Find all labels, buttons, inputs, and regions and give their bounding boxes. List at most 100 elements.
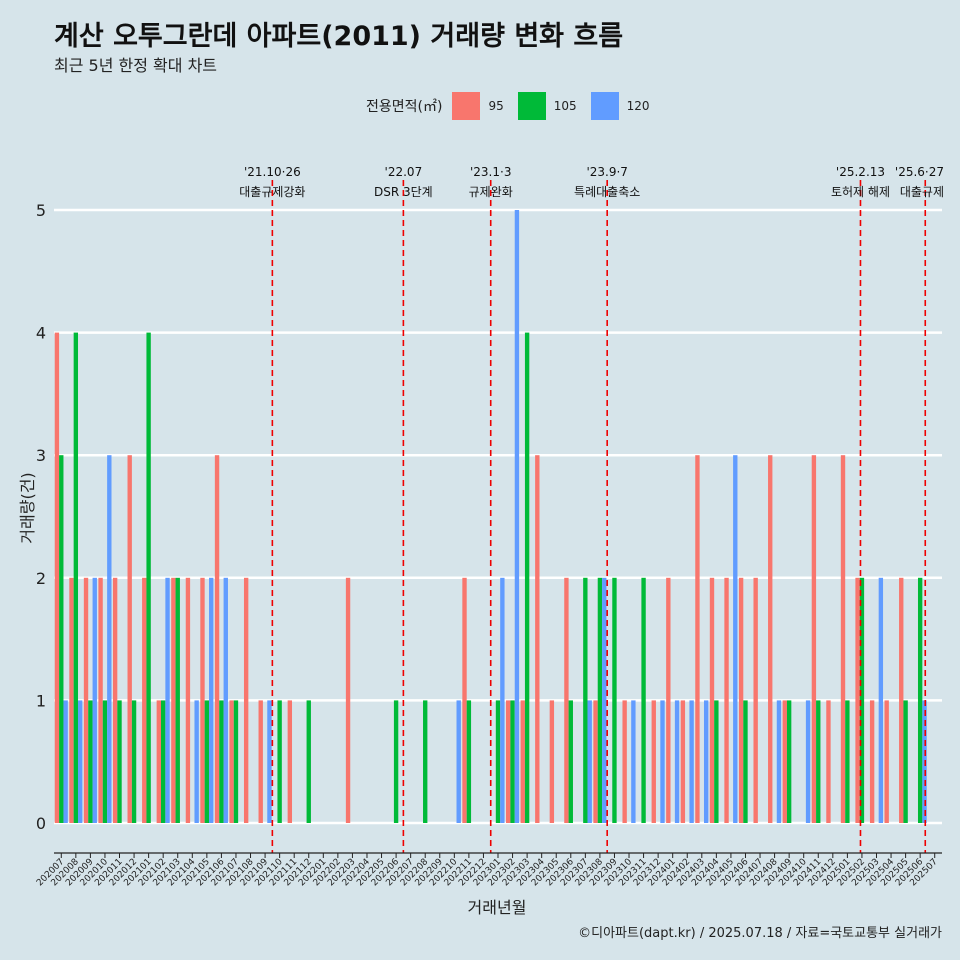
bar-202411-105 xyxy=(816,700,821,823)
legend: 전용면적(㎡) 95 105 120 xyxy=(366,92,664,120)
y-tick-label: 2 xyxy=(36,569,46,588)
bar-202402-95 xyxy=(680,700,686,823)
bar-202011-95 xyxy=(112,577,118,823)
bar-202110-105 xyxy=(277,700,282,823)
bar-202307-120 xyxy=(587,700,592,823)
bar-202107-105 xyxy=(233,700,239,823)
bar-202302-95 xyxy=(506,700,511,823)
bar-202106-120 xyxy=(223,577,228,823)
bar-202308-105 xyxy=(597,577,603,823)
bar-202501-105 xyxy=(845,700,850,823)
ref-date-1: '22.07 xyxy=(385,165,423,179)
bar-202306-105 xyxy=(568,700,573,823)
bar-202105-105 xyxy=(204,700,210,823)
ref-label-5: 대출규제 xyxy=(900,185,944,199)
bar-202410-120 xyxy=(805,700,811,823)
bar-202106-95 xyxy=(214,455,220,823)
chart-subtitle: 최근 5년 한정 확대 차트 xyxy=(54,56,218,75)
bar-202008-105 xyxy=(73,332,79,823)
bar-202401-95 xyxy=(666,577,671,823)
chart-title: 계산 오투그란데 아파트(2011) 거래량 변화 흐름 xyxy=(54,21,624,52)
bar-202101-105 xyxy=(146,332,151,823)
legend-label-105: 105 xyxy=(553,99,577,113)
ref-label-0: 대출규제강화 xyxy=(239,185,305,199)
bar-202103-95 xyxy=(171,577,176,823)
bar-202101-95 xyxy=(142,577,147,823)
bar-202305-95 xyxy=(549,700,555,823)
bar-202112-105 xyxy=(306,700,311,823)
bar-202210-120 xyxy=(456,700,461,823)
bar-202208-105 xyxy=(423,700,428,823)
bar-202108-95 xyxy=(243,577,249,823)
bar-202301-105 xyxy=(495,700,501,823)
bar-202102-105 xyxy=(160,700,166,823)
y-axis-label: 거래량(건) xyxy=(18,472,37,543)
bar-202310-95 xyxy=(622,700,627,823)
bar-202505-105 xyxy=(903,700,908,823)
bar-202302-120 xyxy=(514,210,520,823)
bar-202503-120 xyxy=(878,577,884,823)
bar-202308-95 xyxy=(593,700,598,823)
ref-date-4: '25.2.13 xyxy=(836,165,885,179)
ref-date-2: '23.1·3 xyxy=(470,165,511,179)
bar-202306-95 xyxy=(564,577,569,823)
bar-202405-120 xyxy=(733,455,738,823)
bar-202102-95 xyxy=(156,700,161,823)
y-tick-label: 1 xyxy=(36,691,46,710)
source-caption: ©디아파트(dapt.kr) / 2025.07.18 / 자료=국토교통부 실… xyxy=(578,926,942,941)
bar-202010-120 xyxy=(107,455,112,823)
bar-202012-95 xyxy=(127,455,132,823)
bar-202411-95 xyxy=(811,455,817,823)
y-tick-label: 5 xyxy=(36,201,46,220)
bar-202206-105 xyxy=(393,700,399,823)
bar-202307-105 xyxy=(583,577,588,823)
bar-202104-95 xyxy=(185,577,191,823)
y-tick-label: 4 xyxy=(36,324,46,343)
bar-202007-120 xyxy=(63,700,68,823)
bar-202008-120 xyxy=(78,700,83,823)
legend-item-105: 105 xyxy=(517,92,583,120)
bar-202012-105 xyxy=(131,700,137,823)
bar-202308-120 xyxy=(602,577,607,823)
bar-202506-105 xyxy=(917,577,923,823)
bar-202409-95 xyxy=(782,700,787,823)
bar-202105-95 xyxy=(200,577,205,823)
bar-202102-120 xyxy=(165,577,170,823)
bar-202011-105 xyxy=(117,700,122,823)
bar-202211-95 xyxy=(462,577,467,823)
bar-202401-120 xyxy=(674,700,680,823)
bar-202408-95 xyxy=(768,455,773,823)
bar-202007-95 xyxy=(54,332,60,823)
bar-202504-95 xyxy=(884,700,889,823)
bar-202009-105 xyxy=(88,700,93,823)
bar-202405-95 xyxy=(724,577,729,823)
bar-202311-105 xyxy=(641,577,646,823)
ref-label-2: 규제완화 xyxy=(469,185,513,199)
ref-label-4: 토허제 해제 xyxy=(831,185,890,199)
bar-202009-95 xyxy=(83,577,89,823)
bar-202107-95 xyxy=(229,700,234,823)
bar-202105-120 xyxy=(209,577,214,823)
bar-202412-95 xyxy=(826,700,831,823)
bar-202404-95 xyxy=(709,577,715,823)
bar-202409-105 xyxy=(786,700,792,823)
bar-202501-95 xyxy=(840,455,846,823)
x-axis-label: 거래년월 xyxy=(468,898,527,917)
bar-202106-105 xyxy=(219,700,224,823)
bar-202309-105 xyxy=(612,577,617,823)
legend-item-95: 95 xyxy=(452,92,509,120)
bars xyxy=(54,210,927,823)
bar-202010-95 xyxy=(98,577,103,823)
bar-202304-95 xyxy=(535,455,540,823)
bar-202007-105 xyxy=(59,455,64,823)
bar-202310-120 xyxy=(631,700,636,823)
legend-label-95: 95 xyxy=(488,99,504,113)
bar-202104-120 xyxy=(194,700,199,823)
legend-swatch-95 xyxy=(452,92,481,120)
bar-202010-105 xyxy=(102,700,108,823)
bar-202211-105 xyxy=(466,700,472,823)
bar-202203-95 xyxy=(345,577,351,823)
bar-202406-105 xyxy=(743,700,748,823)
bar-202502-95 xyxy=(855,577,860,823)
